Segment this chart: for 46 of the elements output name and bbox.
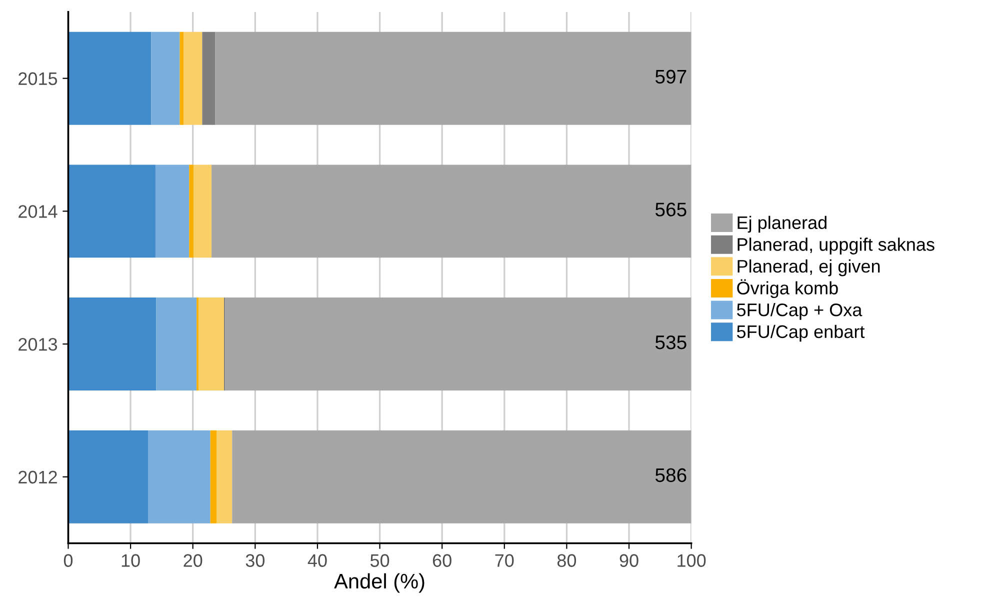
bar [212, 164, 692, 258]
annotation: 597 [655, 70, 686, 84]
y-tick-label: 2014 [18, 205, 58, 218]
x-tick-label: 30 [246, 554, 264, 567]
x-tick-label: 0 [64, 554, 73, 567]
bar [225, 298, 692, 391]
legend-label: 5FU/Cap + Oxa [736, 303, 862, 320]
bar [148, 430, 210, 524]
x-tick-label: 100 [678, 554, 706, 567]
y-tick-label: 2013 [18, 338, 58, 351]
bar [193, 164, 212, 258]
x-tick-label: 90 [620, 554, 638, 567]
bar [216, 430, 232, 524]
legend-label: Planerad, ej given [738, 259, 880, 276]
x-tick-label: 80 [557, 554, 576, 567]
annotation: 586 [655, 468, 686, 482]
legend-label: Ej planerad [738, 216, 826, 233]
x-tick-label: 20 [184, 554, 202, 567]
legend-label: 5FU/Cap enbart [736, 324, 865, 342]
x-tick-label: 40 [308, 554, 327, 567]
bar [198, 298, 224, 391]
x-tick-label: 50 [370, 554, 390, 567]
bar [68, 32, 152, 125]
bar [202, 32, 216, 125]
annotation: 565 [655, 202, 686, 216]
legend-label: Planerad, uppgift saknas [738, 238, 934, 254]
bar [68, 430, 148, 524]
bar [68, 164, 156, 258]
bar [68, 298, 156, 391]
bar [232, 430, 692, 524]
bar [155, 164, 190, 258]
x-tick-label: 60 [432, 554, 452, 567]
y-tick-label: 2012 [18, 470, 57, 484]
x-tick-label: 10 [122, 554, 140, 567]
bar [151, 32, 180, 125]
bar [184, 32, 202, 125]
x-tick-label: 70 [495, 554, 514, 567]
bar [210, 430, 217, 524]
bar [215, 32, 692, 125]
x-axis-title: Andel (%) [334, 573, 424, 593]
bar [180, 32, 184, 125]
y-tick-label: 2015 [18, 72, 58, 86]
bar [189, 164, 194, 258]
legend-label: Övriga komb [737, 279, 838, 298]
annotation: 535 [655, 335, 686, 350]
bar [156, 298, 197, 391]
